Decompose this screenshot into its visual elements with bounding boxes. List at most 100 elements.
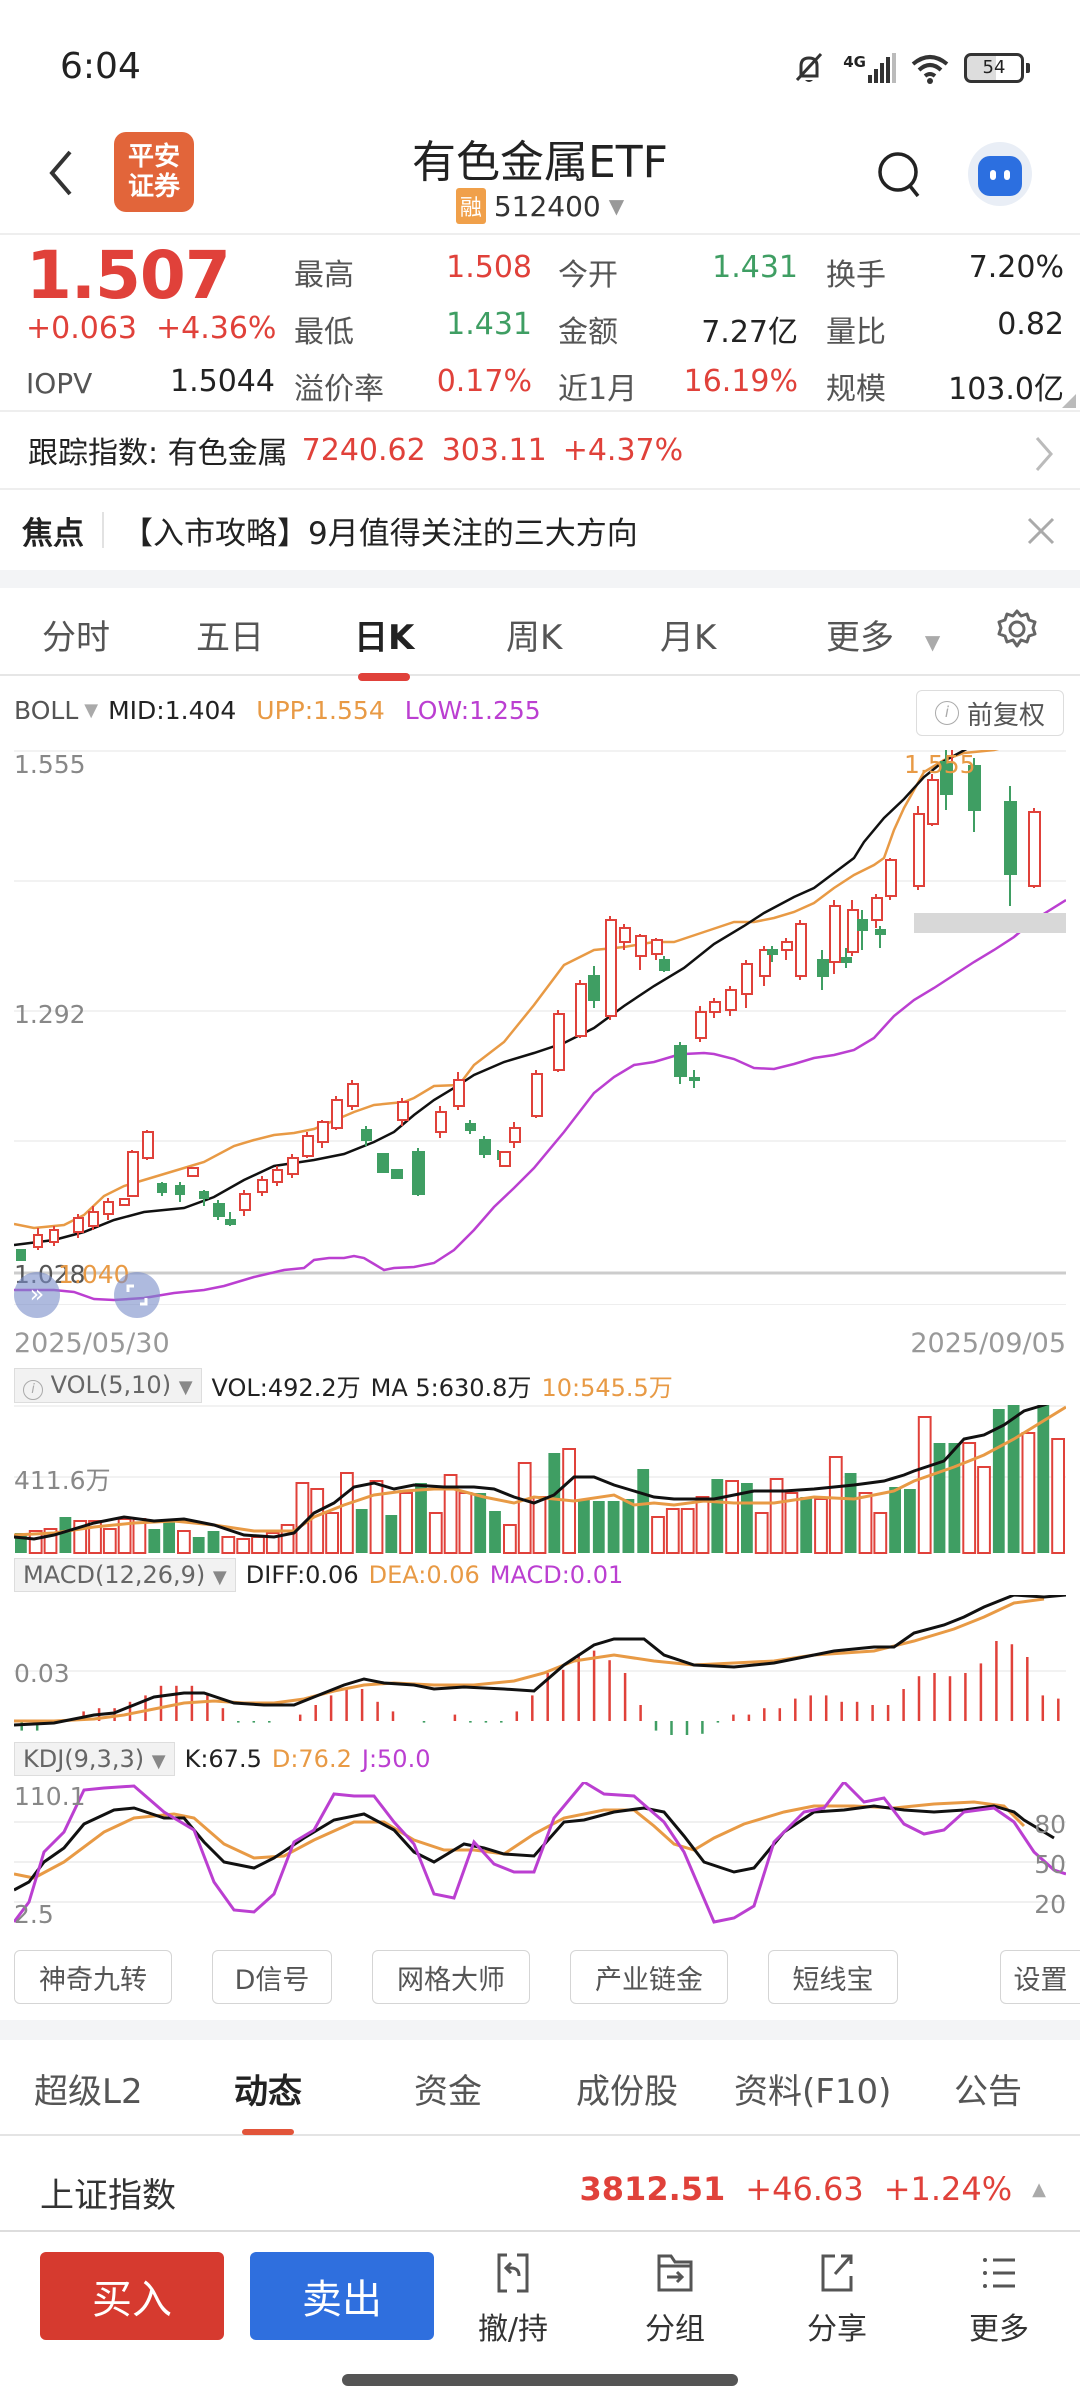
y-axis-mid: 1.292 xyxy=(14,1000,86,1029)
signal-icon: 4G xyxy=(843,53,896,83)
search-icon[interactable] xyxy=(876,150,922,200)
dropdown-arrow-icon[interactable]: ▼ xyxy=(84,700,99,721)
iopv-label: IOPV xyxy=(26,367,93,400)
kdj-level-20: 20 xyxy=(1034,1890,1066,1919)
vol-value: VOL:492.2万 xyxy=(211,1374,361,1402)
home-indicator[interactable] xyxy=(342,2374,738,2386)
info-icon: i xyxy=(934,701,959,725)
tab-five-day[interactable]: 五日 xyxy=(196,618,264,658)
cancel-hold-button[interactable]: 撤/持 xyxy=(458,2252,568,2348)
focus-news-bar[interactable]: 焦点 【入市攻略】9月值得关注的三大方向 xyxy=(0,490,1080,570)
tracking-index-value: 7240.62 xyxy=(301,432,426,468)
stat-value-scale: 103.0亿 xyxy=(948,372,1064,407)
tracking-index-row[interactable]: 跟踪指数: 有色金属 7240.62 303.11 +4.37% xyxy=(0,410,1080,490)
tool-magic-nine[interactable]: 神奇九转 xyxy=(14,1950,172,2004)
volume-chart[interactable]: 411.6万 xyxy=(13,1379,1067,1555)
market-index-change: +46.63 xyxy=(745,2170,864,2208)
mute-bell-icon xyxy=(796,52,823,82)
adjust-price-button[interactable]: i 前复权 xyxy=(916,690,1064,736)
max-price-marker: 1.555 xyxy=(904,750,976,779)
more-button[interactable]: 更多 xyxy=(944,2252,1054,2348)
boll-low: LOW:1.255 xyxy=(404,696,541,725)
gear-icon[interactable] xyxy=(996,608,1038,650)
last-price: 1.507 xyxy=(26,237,231,314)
kdj-chart-svg xyxy=(12,1779,1067,1924)
market-index-value: 3812.51 xyxy=(579,2170,726,2208)
buy-button[interactable]: 买入 xyxy=(40,2252,224,2340)
status-time: 6:04 xyxy=(60,46,141,87)
stat-label-high: 最高 xyxy=(294,258,354,293)
dropdown-arrow-icon: ▼ xyxy=(178,1377,193,1398)
ai-assistant-icon[interactable] xyxy=(968,142,1032,206)
tab-constituents[interactable]: 成份股 xyxy=(576,2072,678,2112)
battery-icon: 54 xyxy=(964,53,1030,83)
tool-grid-master[interactable]: 网格大师 xyxy=(372,1950,530,2004)
kdj-j: J:50.0 xyxy=(361,1745,431,1773)
kdj-selector[interactable]: KDJ(9,3,3) ▼ xyxy=(14,1742,175,1776)
tab-more[interactable]: 更多 ▼ xyxy=(826,618,941,658)
market-index-ticker[interactable]: 上证指数 3812.51 +46.63 +1.24% ▲ xyxy=(0,2150,1080,2232)
group-button[interactable]: 分组 xyxy=(620,2252,730,2348)
page-title: 有色金属ETF xyxy=(412,137,668,188)
boll-selector[interactable]: BOLL xyxy=(14,696,79,725)
info-icon: i xyxy=(23,1380,43,1400)
tool-short-line[interactable]: 短线宝 xyxy=(768,1950,898,2004)
tab-announcements[interactable]: 公告 xyxy=(954,2072,1022,2112)
tab-f10[interactable]: 资料(F10) xyxy=(734,2072,892,2112)
macd-selector[interactable]: MACD(12,26,9) ▼ xyxy=(14,1558,236,1592)
list-icon xyxy=(983,2258,1015,2288)
back-arrow-icon[interactable] xyxy=(46,148,76,198)
dropdown-arrow-icon: ▼ xyxy=(924,630,941,654)
dropdown-arrow-icon: ▼ xyxy=(212,1567,227,1588)
margin-badge: 融 xyxy=(455,188,486,224)
tab-news[interactable]: 动态 xyxy=(234,2064,302,2135)
scroll-to-start-button[interactable]: » xyxy=(14,1272,60,1318)
security-code-selector[interactable]: 融 512400 ▼ xyxy=(0,188,1080,224)
tab-intraday[interactable]: 分时 xyxy=(42,618,110,658)
vol-selector[interactable]: i VOL(5,10) ▼ xyxy=(14,1368,202,1403)
macd-chart-svg xyxy=(13,1593,1067,1737)
stat-value-premium: 0.17% xyxy=(436,364,532,399)
volume-chart-svg xyxy=(13,1379,1067,1554)
macd-value: MACD:0.01 xyxy=(489,1561,624,1589)
expand-icon xyxy=(126,1284,148,1306)
tracking-index-change: 303.11 xyxy=(441,432,547,468)
vol-y-label: 411.6万 xyxy=(14,1466,111,1495)
stat-value-1month: 16.19% xyxy=(683,364,798,399)
boll-mid: MID:1.404 xyxy=(108,696,237,725)
close-icon[interactable] xyxy=(1026,516,1056,546)
stat-label-scale: 规模 xyxy=(826,372,886,407)
fullscreen-button[interactable] xyxy=(114,1272,160,1318)
iopv-value: 1.5044 xyxy=(170,364,275,399)
tab-super-l2[interactable]: 超级L2 xyxy=(34,2072,143,2112)
kdj-y-top: 110.1 xyxy=(14,1782,86,1811)
kdj-chart[interactable]: 110.1 2.5 80 50 20 xyxy=(12,1779,1067,1930)
expand-corner-icon[interactable] xyxy=(1062,394,1076,408)
tab-monthly-k[interactable]: 月K xyxy=(660,618,717,658)
tab-weekly-k[interactable]: 周K xyxy=(506,618,563,658)
tool-settings[interactable]: 设置 xyxy=(1000,1950,1080,2004)
focus-label: 焦点 xyxy=(22,515,84,552)
macd-dea: DEA:0.06 xyxy=(368,1561,480,1589)
market-index-pct: +1.24% xyxy=(883,2170,1013,2208)
security-code: 512400 xyxy=(493,189,601,223)
kdj-y-bottom: 2.5 xyxy=(14,1900,54,1929)
sell-button[interactable]: 卖出 xyxy=(250,2252,434,2340)
cancel-hold-icon xyxy=(497,2253,529,2293)
macd-chart[interactable]: 0.03 xyxy=(13,1593,1067,1737)
focus-headline[interactable]: 【入市攻略】9月值得关注的三大方向 xyxy=(122,515,638,552)
dropdown-arrow-icon: ▼ xyxy=(151,1751,166,1772)
tool-industry-chain[interactable]: 产业链金 xyxy=(570,1950,728,2004)
status-bar: 6:04 4G 54 xyxy=(0,0,1080,110)
vol-ma10: 10:545.5万 xyxy=(541,1374,673,1402)
kline-chart[interactable]: 1.555 1.292 1.028 1.040 1.555 » xyxy=(13,708,1067,1318)
tool-d-signal[interactable]: D信号 xyxy=(212,1950,332,2004)
tab-funds[interactable]: 资金 xyxy=(414,2072,482,2112)
tab-daily-k[interactable]: 日K xyxy=(354,610,414,681)
share-button[interactable]: 分享 xyxy=(782,2252,892,2348)
kdj-level-80: 80 xyxy=(1034,1810,1066,1839)
macd-indicator-header: MACD(12,26,9) ▼ DIFF:0.06 DEA:0.06 MACD:… xyxy=(14,1558,623,1592)
kdj-indicator-header: KDJ(9,3,3) ▼ K:67.5 D:76.2 J:50.0 xyxy=(14,1742,430,1776)
date-start: 2025/05/30 xyxy=(14,1328,170,1359)
kdj-level-50: 50 xyxy=(1034,1850,1066,1879)
